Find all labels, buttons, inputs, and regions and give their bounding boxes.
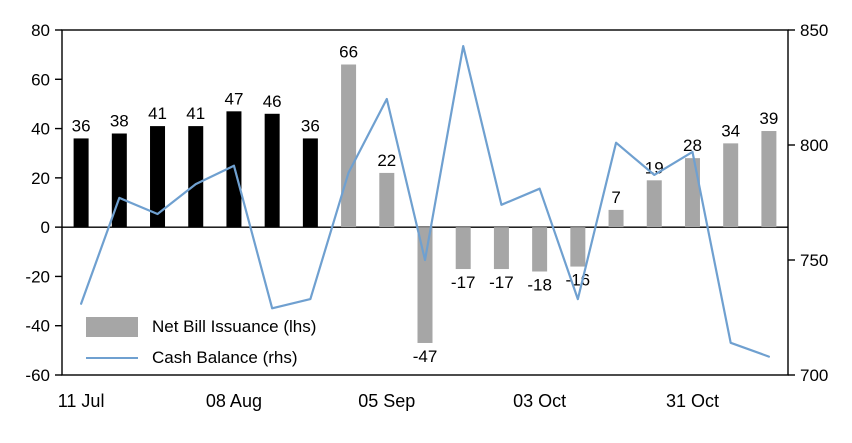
x-axis-label: 03 Oct bbox=[513, 391, 566, 411]
bar-value-label: -47 bbox=[413, 347, 438, 366]
legend-item-cash-balance: Cash Balance (rhs) bbox=[86, 348, 316, 368]
left-axis-tick-label: -20 bbox=[25, 267, 50, 286]
legend: Net Bill Issuance (lhs) Cash Balance (rh… bbox=[86, 317, 316, 368]
net-bill-issuance-bar bbox=[417, 227, 433, 343]
bar-value-label: -18 bbox=[527, 276, 552, 295]
left-axis-tick-label: 40 bbox=[31, 120, 50, 139]
bar-value-label: 7 bbox=[611, 188, 620, 207]
right-axis-tick-label: 750 bbox=[800, 251, 828, 270]
bar-value-label: 22 bbox=[377, 151, 396, 170]
bar-value-label: 36 bbox=[301, 116, 320, 135]
bar-value-label: 28 bbox=[683, 136, 702, 155]
net-bill-issuance-bar bbox=[379, 172, 395, 228]
right-axis-tick-label: 700 bbox=[800, 366, 828, 385]
net-bill-issuance-bar bbox=[302, 138, 318, 228]
bar-value-label: 38 bbox=[110, 112, 129, 131]
net-bill-issuance-bar bbox=[188, 126, 204, 228]
net-bill-issuance-bar bbox=[264, 113, 280, 228]
legend-label-net-bill-issuance: Net Bill Issuance (lhs) bbox=[152, 317, 317, 336]
net-bill-issuance-bar bbox=[646, 180, 662, 228]
net-bill-issuance-bar bbox=[608, 209, 624, 228]
bar-value-label: 39 bbox=[759, 109, 778, 128]
line-swatch bbox=[86, 357, 138, 359]
bar-value-label: -17 bbox=[451, 273, 476, 292]
bar-value-label: 41 bbox=[186, 104, 205, 123]
plot-border bbox=[61, 29, 789, 376]
left-axis-tick-label: -40 bbox=[25, 317, 50, 336]
net-bill-issuance-bar bbox=[150, 126, 166, 228]
legend-item-net-bill-issuance: Net Bill Issuance (lhs) bbox=[86, 317, 316, 337]
x-axis-label: 11 Jul bbox=[58, 391, 105, 411]
bar-value-label: 46 bbox=[263, 92, 282, 111]
left-axis-tick-label: 60 bbox=[31, 70, 50, 89]
bar-value-label: 41 bbox=[148, 104, 167, 123]
cash-balance-line bbox=[80, 44, 770, 358]
net-bill-issuance-bar bbox=[761, 131, 777, 228]
net-bill-issuance-bar bbox=[455, 227, 471, 270]
left-axis-tick-label: 80 bbox=[31, 21, 50, 40]
left-axis-tick-label: -60 bbox=[25, 366, 50, 385]
right-axis-tick-label: 800 bbox=[800, 136, 828, 155]
net-bill-issuance-bar bbox=[570, 227, 586, 267]
net-bill-issuance-bar bbox=[341, 64, 357, 228]
x-axis-label: 05 Sep bbox=[358, 391, 415, 411]
bar-value-label: 34 bbox=[721, 121, 740, 140]
net-bill-issuance-bar bbox=[684, 158, 700, 228]
bar-value-label: 47 bbox=[224, 89, 243, 108]
bar-value-label: 36 bbox=[72, 116, 91, 135]
x-axis-label: 31 Oct bbox=[666, 391, 719, 411]
net-bill-issuance-bar bbox=[111, 133, 127, 228]
bar-value-label: -17 bbox=[489, 273, 514, 292]
left-axis-tick-label: 20 bbox=[31, 169, 50, 188]
net-bill-issuance-bar bbox=[493, 227, 509, 270]
net-bill-issuance-bar bbox=[73, 138, 89, 228]
bar-value-label: 66 bbox=[339, 43, 358, 62]
net-bill-issuance-bar bbox=[723, 143, 739, 228]
x-axis-label: 08 Aug bbox=[206, 391, 262, 411]
legend-label-cash-balance: Cash Balance (rhs) bbox=[152, 348, 298, 367]
net-bill-issuance-bar bbox=[532, 227, 548, 272]
right-axis-tick-label: 850 bbox=[800, 21, 828, 40]
left-axis-tick-label: 0 bbox=[41, 218, 50, 237]
bar-swatch bbox=[86, 317, 138, 337]
